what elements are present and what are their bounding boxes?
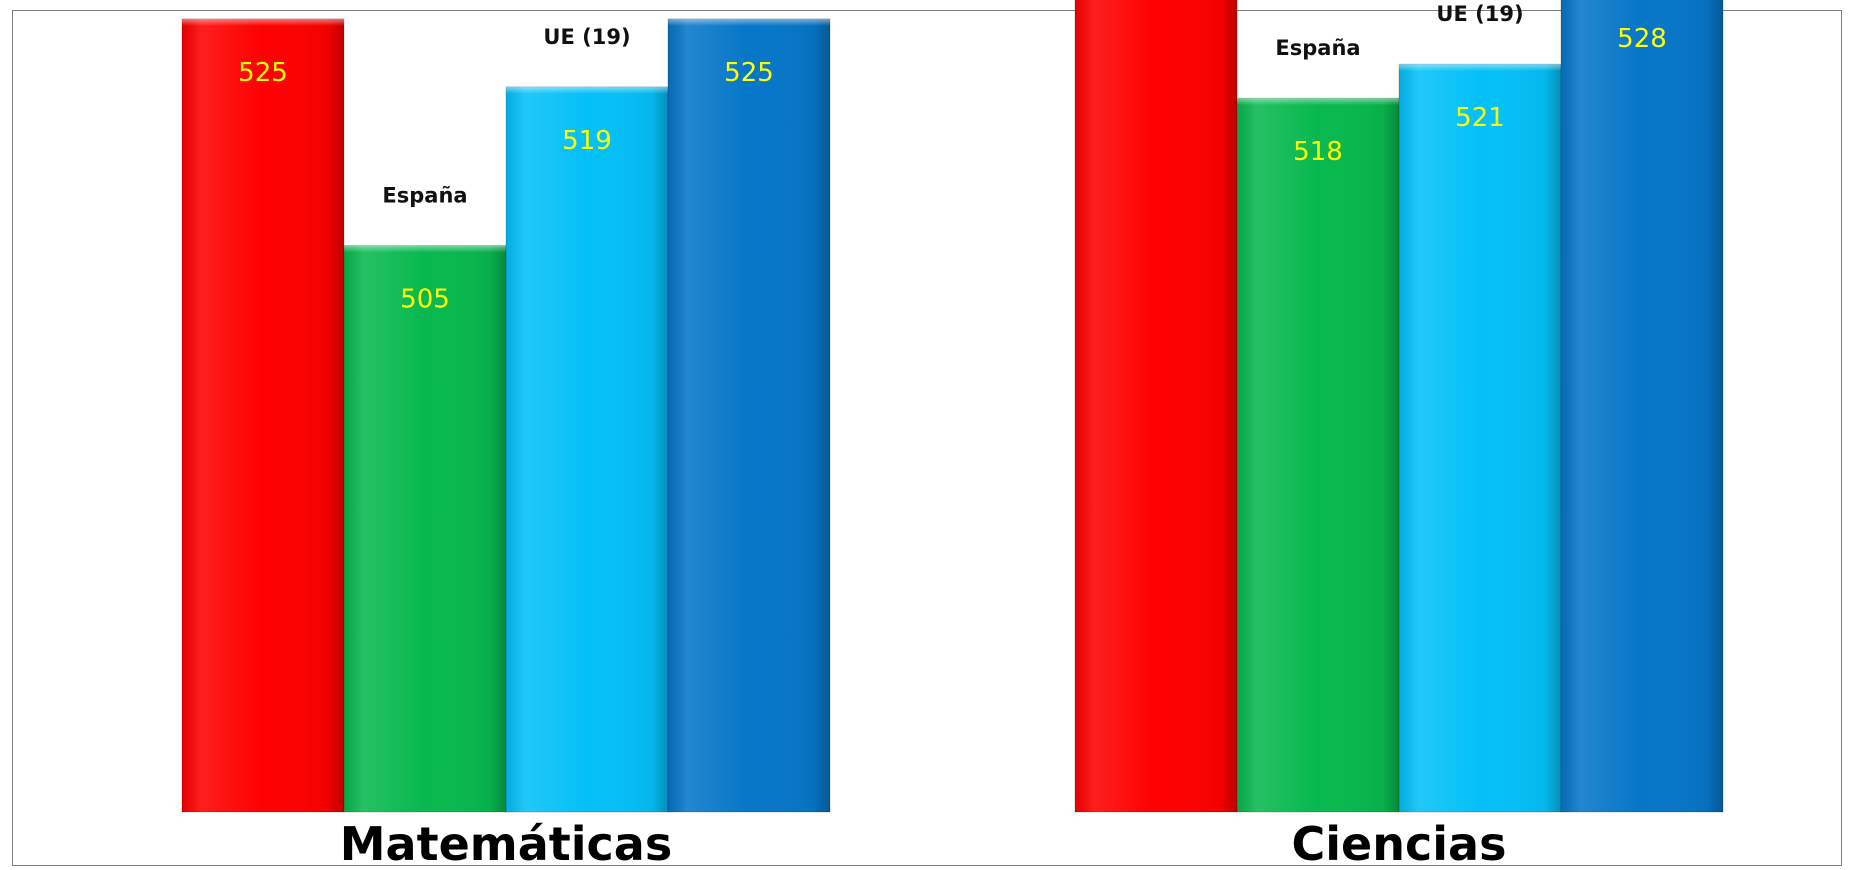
bar-top-0-3 <box>668 18 830 26</box>
bar-top-0-1 <box>344 245 506 253</box>
bar-top-0-0 <box>182 18 344 26</box>
category-label-1-2: UE (19) <box>1436 2 1523 26</box>
bar-shade-0-3 <box>668 18 830 812</box>
chart-frame <box>12 10 1842 866</box>
category-label-0-2: UE (19) <box>543 25 630 49</box>
category-label-0-1: España <box>382 184 467 208</box>
chart-panel-1: 539Madrid518España521UE (19)528OCDE (24)… <box>1074 0 1724 870</box>
value-label-1-1: 518 <box>1293 137 1343 167</box>
value-label-1-2: 521 <box>1455 103 1505 133</box>
value-label-0-3: 525 <box>724 58 774 88</box>
bar-shade-1-2 <box>1399 64 1561 813</box>
chart-panel-0: 525Madrid505España519UE (19)525OCDE (24)… <box>181 18 831 870</box>
value-label-1-3: 528 <box>1617 24 1667 54</box>
group-title-0: Matemáticas <box>340 817 672 870</box>
bar-shade-1-1 <box>1237 98 1399 812</box>
bar-shade-1-0 <box>1075 0 1237 812</box>
bar-shade-0-1 <box>344 245 506 812</box>
value-label-0-1: 505 <box>400 285 450 315</box>
bar-top-0-2 <box>506 86 668 94</box>
bar-shade-0-2 <box>506 86 668 812</box>
category-label-1-1: España <box>1275 36 1360 60</box>
group-title-1: Ciencias <box>1292 817 1507 870</box>
bar-shade-1-3 <box>1561 0 1723 813</box>
value-label-0-2: 519 <box>562 126 612 156</box>
bar-top-1-1 <box>1237 98 1399 106</box>
bar-top-1-2 <box>1399 64 1561 72</box>
value-label-0-0: 525 <box>238 58 288 88</box>
bar-shade-0-0 <box>182 18 344 812</box>
